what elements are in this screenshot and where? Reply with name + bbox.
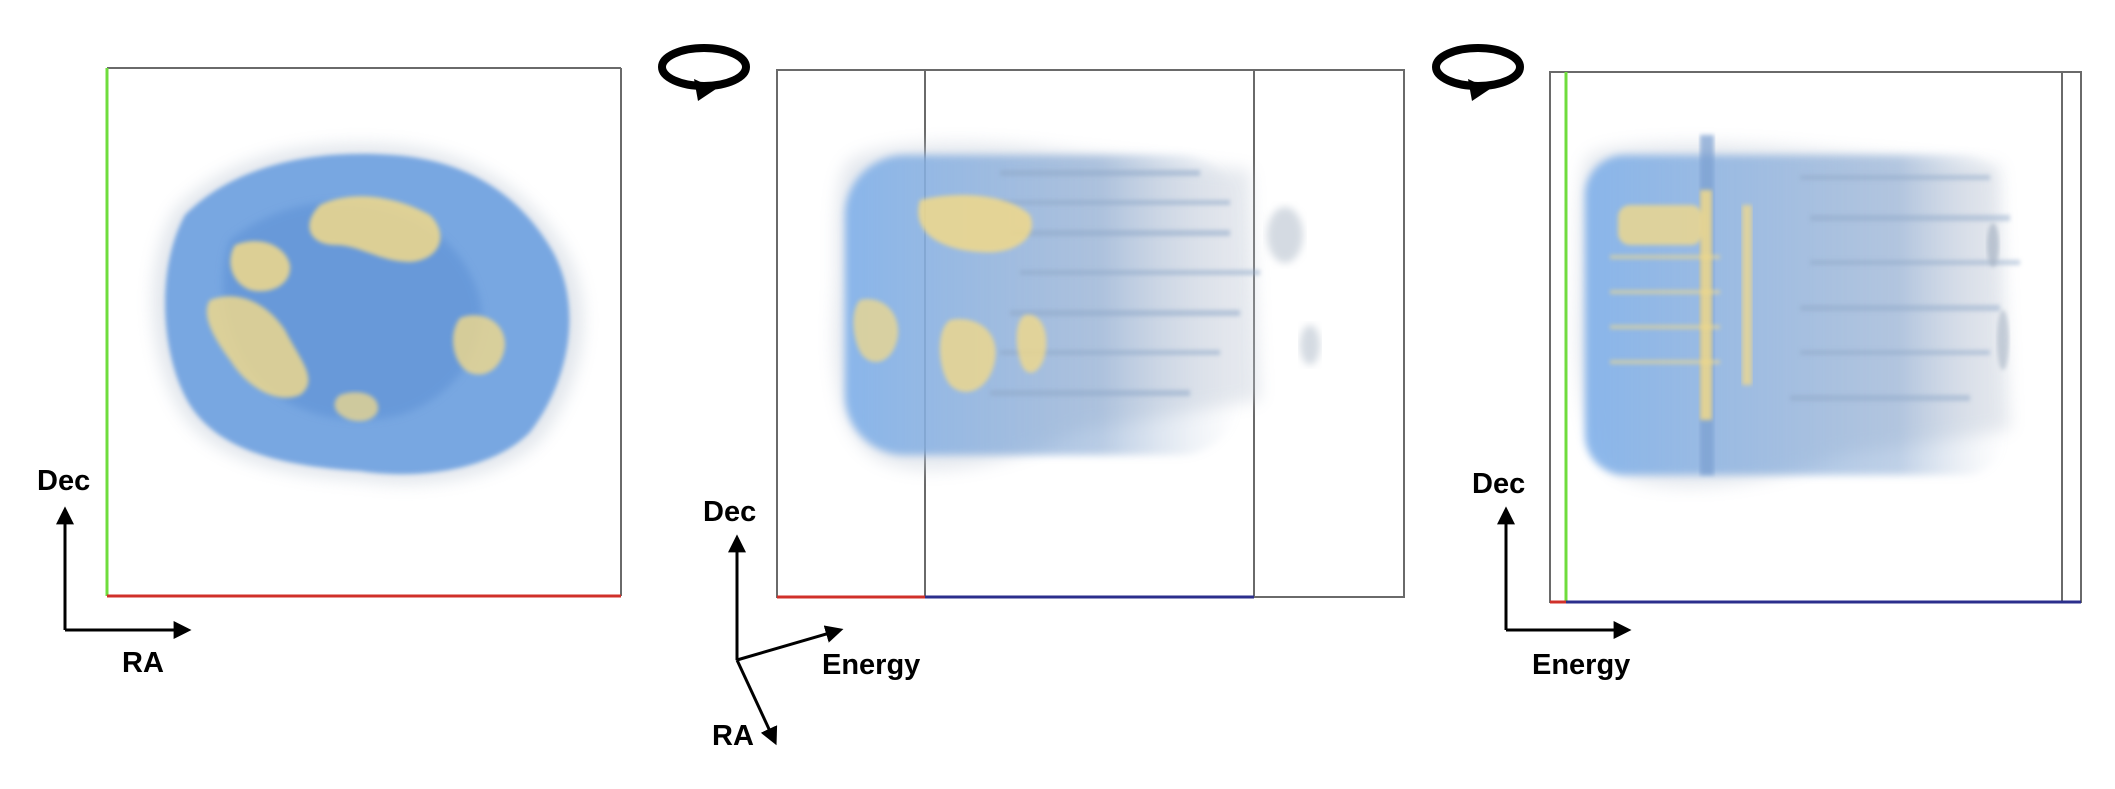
ra-axis-label: RA (122, 647, 164, 679)
emission-cube-side (1577, 135, 2020, 487)
panel-front-frame (105, 67, 622, 598)
dec-axis-label: Dec (37, 465, 90, 497)
oblique-view-axes: Dec Energy RA (703, 496, 920, 752)
panel-side-view: Dec Energy (1472, 71, 2082, 681)
energy-axis-label: Energy (822, 649, 920, 681)
front-view-axes: Dec RA (37, 465, 192, 679)
panel-oblique-view: Dec Energy RA (703, 69, 1405, 752)
ra-axis-label: RA (712, 720, 754, 752)
side-view-axes: Dec Energy (1472, 468, 1632, 681)
dec-axis-label: Dec (1472, 468, 1525, 500)
emission-cube-oblique (833, 142, 1320, 470)
rotate-clockwise-icon (658, 44, 750, 101)
rotate-clockwise-icon (1432, 44, 1524, 101)
panel-front-view: Dec RA (37, 67, 622, 679)
energy-axis-label: Energy (1532, 649, 1630, 681)
dec-axis-label: Dec (703, 496, 756, 528)
panel-side-frame (1549, 71, 2082, 604)
supernova-remnant-front (152, 143, 584, 484)
